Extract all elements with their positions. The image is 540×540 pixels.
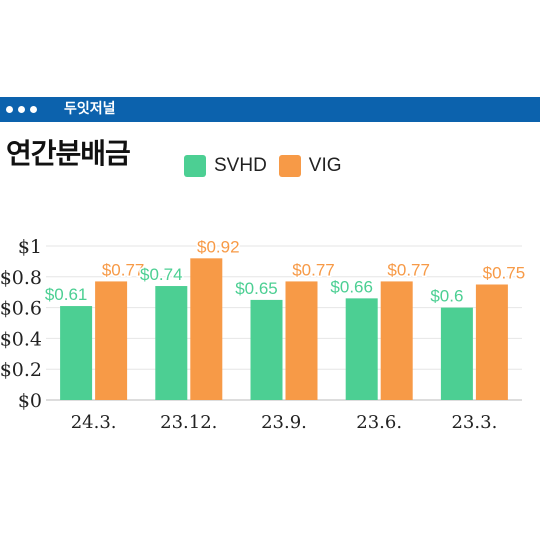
bar-svhd [60, 306, 93, 400]
bar-svhd [250, 299, 283, 400]
x-tick-label: 23.3. [451, 412, 497, 433]
data-label-vig: $0.77 [292, 260, 335, 279]
chart-legend: SVHD VIG [184, 153, 342, 179]
data-label-svhd: $0.66 [330, 277, 373, 296]
legend-swatch-svhd [184, 155, 206, 177]
data-label-svhd: $0.61 [45, 285, 88, 304]
bar-svhd [345, 298, 378, 400]
data-label-vig: $0.75 [483, 264, 526, 283]
data-label-vig: $0.77 [102, 260, 145, 279]
y-tick-label: $0.2 [0, 359, 42, 381]
bar-vig [380, 281, 413, 400]
bar-vig [475, 284, 508, 400]
header-bar: 두잇저널 [0, 97, 540, 122]
bar-svhd [440, 307, 473, 400]
bar-vig [95, 281, 128, 400]
x-tick-label: 23.12. [160, 412, 217, 433]
x-tick-label: 23.9. [261, 412, 307, 433]
menu-dots-icon[interactable] [6, 97, 37, 122]
x-tick-label: 23.6. [356, 412, 402, 433]
legend-label-vig: VIG [308, 155, 342, 176]
y-tick-label: $0 [18, 390, 42, 412]
legend-item-vig: VIG [278, 155, 342, 177]
legend-item-svhd: SVHD [184, 155, 267, 177]
y-tick-label: $0.6 [0, 298, 42, 320]
data-label-vig: $0.92 [197, 237, 240, 256]
bar-vig [190, 258, 223, 400]
y-tick-label: $1 [18, 236, 42, 258]
data-label-svhd: $0.65 [235, 279, 278, 298]
brand-name: 두잇저널 [64, 101, 116, 117]
x-tick-label: 24.3. [71, 412, 117, 433]
data-label-vig: $0.77 [387, 260, 430, 279]
chart-title: 연간분배금 [6, 137, 131, 170]
bar-vig [285, 281, 318, 400]
legend-swatch-vig [278, 155, 301, 177]
bar-svhd [155, 286, 188, 400]
legend-label-svhd: SVHD [214, 155, 267, 176]
data-label-svhd: $0.74 [140, 265, 183, 284]
y-tick-label: $0.4 [0, 328, 42, 350]
y-tick-label: $0.8 [0, 267, 42, 289]
data-label-svhd: $0.6 [430, 287, 463, 306]
